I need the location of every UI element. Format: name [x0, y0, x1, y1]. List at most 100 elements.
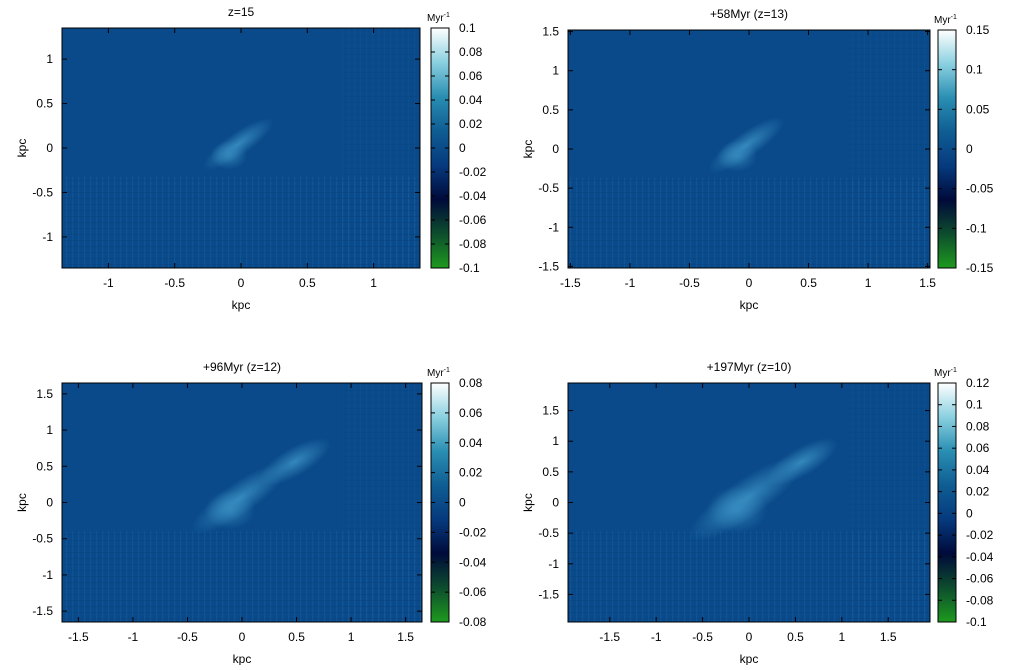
x-tick-label: -0.5	[164, 276, 185, 290]
y-tick-label: -1.5	[32, 604, 53, 618]
x-tick-label: -1	[625, 276, 636, 290]
colorbar-tick-label: 0.15	[966, 23, 990, 37]
x-tick-label: -1	[651, 630, 662, 644]
panel-3: -1.5 -1 -0.5 0 0.5 1 1.5 -1.5 -1 -0.5 0 0.5 1 1.5 +96M…	[15, 360, 487, 666]
colorbar-unit-label: Myr-1	[427, 367, 450, 379]
colorbar-tick-label: 0.05	[966, 102, 990, 116]
colorbar-tick-label: 0.06	[966, 441, 990, 455]
colorbar-unit-exponent: -1	[444, 367, 450, 374]
colorbar	[937, 382, 957, 623]
gas-jet	[258, 438, 331, 486]
colorbar-tick-label: 0.12	[966, 376, 990, 390]
colorbar-tick-label: 0.04	[459, 436, 483, 450]
x-tick-label: 0	[238, 276, 245, 290]
x-tick-label: 0	[746, 630, 753, 644]
colorbar-tick-label: 0.02	[966, 485, 990, 499]
colorbar-tick-label: 0.08	[459, 376, 483, 390]
y-tick-label: -1	[548, 220, 559, 234]
colorbar-tick-label: 0.02	[459, 466, 483, 480]
x-tick-label: 0.5	[299, 276, 316, 290]
colorbar-tick-label: 0	[459, 141, 466, 155]
colorbar-tick-label: 0.08	[966, 419, 990, 433]
colorbar-tick-label: 0.06	[459, 406, 483, 420]
colorbar-tick-label: -0.1	[966, 221, 987, 235]
x-axis-label: kpc	[232, 298, 251, 312]
colorbar-tick-label: 0.04	[966, 463, 990, 477]
colorbar-tick-label: -0.08	[459, 237, 487, 251]
y-axis-label: kpc	[15, 139, 29, 158]
gas-jet	[765, 438, 838, 486]
x-tick-label: 1.5	[919, 276, 936, 290]
x-axis-label: kpc	[740, 298, 759, 312]
y-axis-label: kpc	[521, 493, 535, 512]
y-tick-label: 0	[46, 496, 53, 510]
x-tick-label: 0.5	[288, 630, 305, 644]
y-tick-label: 1.5	[36, 387, 53, 401]
gas-core	[204, 489, 256, 530]
colorbar-tick-label: 0.02	[459, 117, 483, 131]
y-tick-label: -0.5	[32, 532, 53, 546]
x-tick-label: -1.5	[560, 276, 581, 290]
y-tick-label: 1	[46, 52, 53, 66]
x-tick-label: -0.5	[177, 630, 198, 644]
x-tick-label: 0.5	[800, 276, 817, 290]
x-tick-label: -1	[128, 630, 139, 644]
x-tick-label: 1	[370, 276, 377, 290]
colorbar-unit-exponent: -1	[951, 14, 957, 21]
colorbar-tick-label: -0.04	[966, 550, 994, 564]
y-tick-label: 1.5	[542, 404, 559, 418]
y-tick-label: -1.5	[538, 259, 559, 273]
y-tick-label: 1	[46, 423, 53, 437]
colorbar-unit-exponent: -1	[951, 367, 957, 374]
x-tick-label: 1.5	[397, 630, 414, 644]
panel-2: -1.5 -1 -0.5 0 0.5 1 1.5 -1.5 -1 -0.5 0 0.5 1 1.5 +58M…	[521, 7, 994, 312]
x-tick-label: -0.5	[679, 276, 700, 290]
colorbar-tick-label: -0.15	[966, 261, 994, 275]
x-tick-label: 0	[746, 276, 753, 290]
colorbar-tick-label: -0.1	[966, 615, 987, 629]
colorbar-tick-label: -0.02	[459, 525, 487, 539]
colorbar-tick-label: -0.04	[459, 555, 487, 569]
x-tick-label: 0	[239, 630, 246, 644]
panel-4: -1.5 -1 -0.5 0 0.5 1 1.5 -1.5 -1 -0.5 0 0.5 1 1.5 +197…	[521, 360, 994, 666]
x-tick-label: 1	[838, 630, 845, 644]
panel-title: +58Myr (z=13)	[710, 7, 788, 21]
colorbar-tick-label: -0.08	[966, 593, 994, 607]
colorbar-tick-label: -0.05	[966, 182, 994, 196]
colorbar-tick-label: -0.1	[459, 261, 480, 275]
gas-core	[717, 140, 758, 172]
colorbar-tick-label: -0.02	[459, 165, 487, 179]
x-tick-label: -0.5	[692, 630, 713, 644]
y-tick-label: 0.5	[542, 465, 559, 479]
colorbar-tick-label: 0.1	[966, 398, 983, 412]
y-tick-label: -1	[548, 557, 559, 571]
grid-artifact-region	[341, 28, 420, 268]
colorbar-unit-label: Myr-1	[934, 14, 957, 26]
colorbar-tick-label: -0.06	[459, 213, 487, 227]
colorbar-tick-label: 0.1	[966, 63, 983, 77]
x-tick-label: 1.5	[880, 630, 897, 644]
y-tick-label: -0.5	[538, 526, 559, 540]
y-axis-label: kpc	[15, 493, 29, 512]
y-tick-label: 0.5	[36, 459, 53, 473]
y-tick-label: 0	[46, 141, 53, 155]
panel-title: +96Myr (z=12)	[203, 360, 281, 374]
colorbar-tick-label: 0	[966, 142, 973, 156]
colorbar-tick-label: -0.06	[966, 572, 994, 586]
colorbar-unit-label: Myr-1	[427, 12, 450, 24]
gas-core	[210, 140, 248, 170]
x-tick-label: 1	[865, 276, 872, 290]
x-axis-label: kpc	[740, 652, 759, 665]
y-tick-label: -0.5	[32, 185, 53, 199]
panel-1: -1 -0.5 0 0.5 1 -1 -0.5 0 0.5 1 z=15 kpc kpc 0.1 0.08 0…	[15, 5, 487, 312]
y-tick-label: 0.5	[36, 97, 53, 111]
x-tick-label: 0.5	[787, 630, 804, 644]
grid-artifact-region	[850, 383, 930, 622]
y-tick-label: 0	[552, 496, 559, 510]
colorbar-tick-label: 0.06	[459, 69, 483, 83]
x-tick-label: 1	[348, 630, 355, 644]
grid-artifact-region	[850, 30, 930, 268]
colorbar-tick-label: 0.08	[459, 45, 483, 59]
colorbar-tick-label: 0.1	[459, 21, 476, 35]
